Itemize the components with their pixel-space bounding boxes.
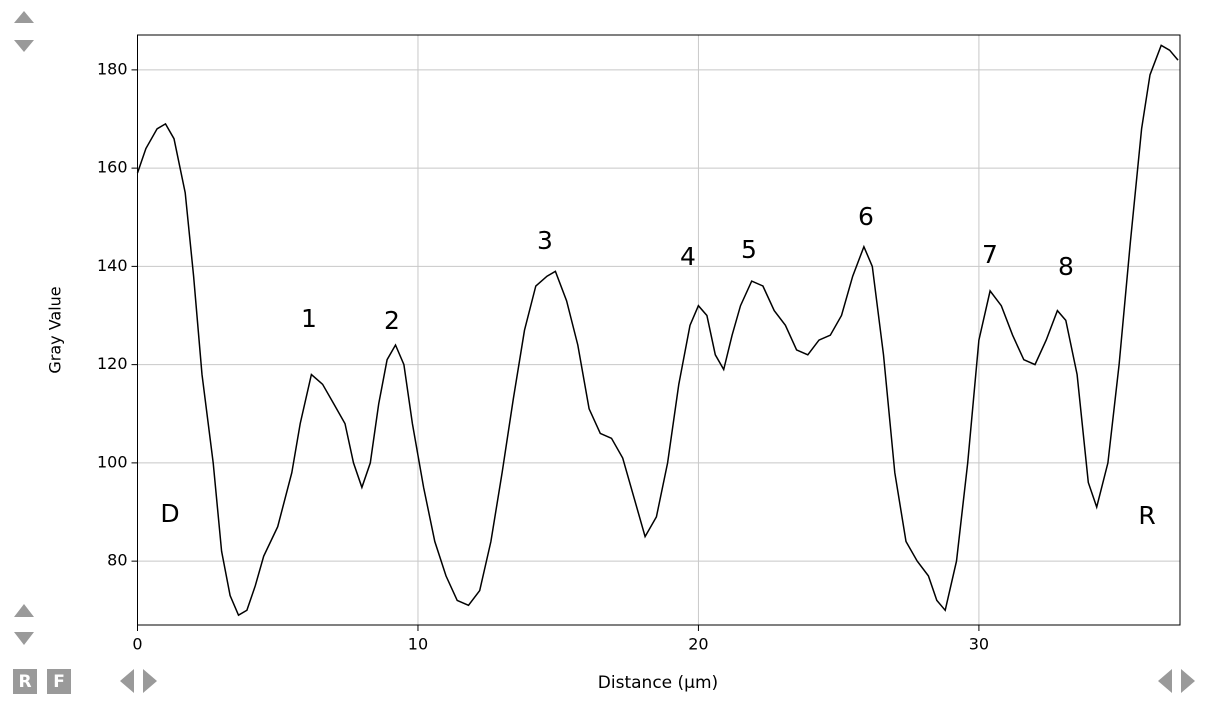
y-tick-label: 100 xyxy=(97,452,128,471)
annotation: 4 xyxy=(680,242,696,271)
y-tick-label: 160 xyxy=(97,158,128,177)
x-tick-label: 30 xyxy=(969,635,989,654)
scale-x-right[interactable] xyxy=(1158,669,1195,693)
profile-line xyxy=(136,44,1179,617)
annotation: 1 xyxy=(301,304,317,333)
annotation: R xyxy=(1138,501,1155,530)
x-tick-label: 0 xyxy=(132,635,142,654)
scale-y-top[interactable] xyxy=(14,11,34,52)
annotation: 5 xyxy=(741,235,757,264)
y-axis-label: Gray Value xyxy=(46,286,65,373)
button-f[interactable] xyxy=(47,669,71,694)
x-tick-label: 10 xyxy=(408,635,428,654)
controls xyxy=(13,11,1195,694)
x-axis-label: Distance (µm) xyxy=(598,673,718,693)
annotation: 3 xyxy=(537,226,553,255)
annotation: 7 xyxy=(982,240,998,269)
annotation: 6 xyxy=(858,202,874,231)
y-tick-label: 120 xyxy=(97,354,128,373)
annotation: D xyxy=(160,499,179,528)
y-tick-label: 180 xyxy=(97,59,128,78)
scale-y-bottom[interactable] xyxy=(14,604,34,645)
scale-x-left[interactable] xyxy=(120,669,157,693)
plot-frame xyxy=(137,34,1181,626)
button-r[interactable] xyxy=(13,669,37,694)
y-tick-label: 140 xyxy=(97,256,128,275)
button-label[interactable]: R xyxy=(18,672,31,692)
y-tick-label: 80 xyxy=(107,551,127,570)
x-tick-label: 20 xyxy=(688,635,708,654)
annotation: 2 xyxy=(384,306,400,335)
annotation: 8 xyxy=(1058,252,1074,281)
button-label[interactable]: F xyxy=(53,672,65,692)
